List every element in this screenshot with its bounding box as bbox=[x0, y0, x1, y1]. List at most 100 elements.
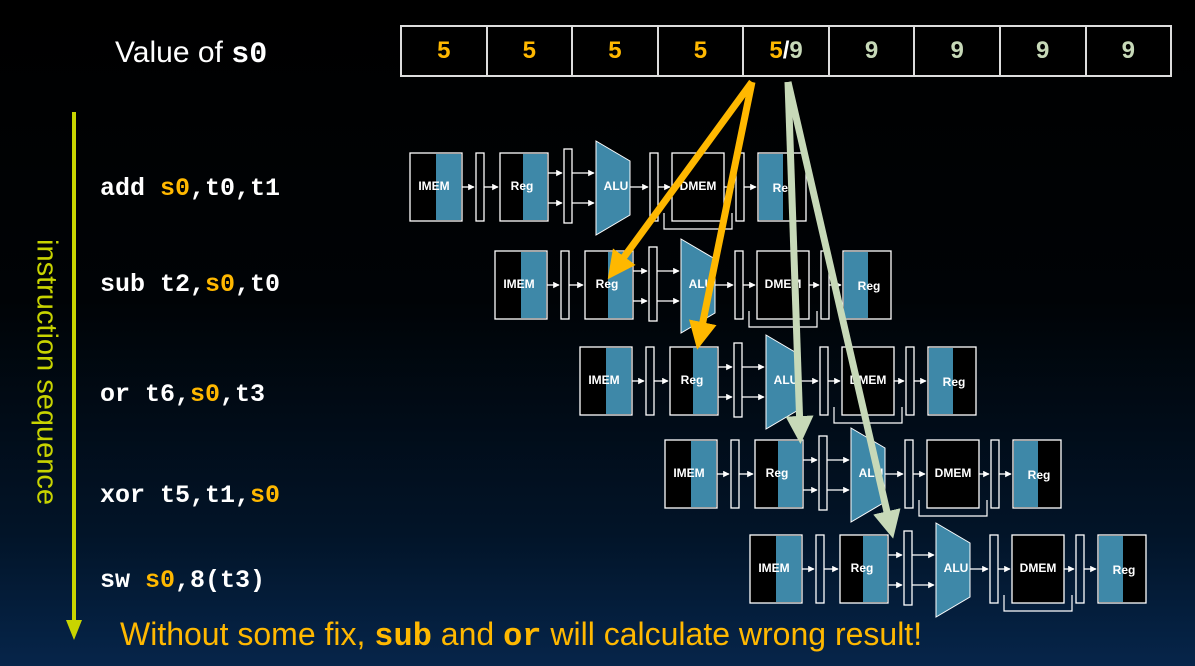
reg-read-label: Reg bbox=[596, 277, 619, 291]
opcode: xor bbox=[100, 481, 161, 510]
value-cell-transition: 5/9 bbox=[744, 27, 830, 75]
value-cell: 5 bbox=[488, 27, 574, 75]
pipeline-row-3: IMEM Reg ALU DMEM Reg bbox=[579, 334, 977, 430]
old-value: 5 bbox=[608, 37, 622, 64]
pipeline-register bbox=[563, 148, 573, 224]
pipeline-register bbox=[734, 250, 744, 320]
new-value: 9 bbox=[1036, 37, 1050, 64]
reg-read-label: Reg bbox=[851, 561, 874, 575]
pipeline-register bbox=[645, 346, 655, 416]
reg-write-label: Reg bbox=[858, 279, 881, 293]
imem-label: IMEM bbox=[758, 561, 789, 575]
warning-pre: Without some fix, bbox=[120, 616, 375, 652]
hazard-arrows bbox=[607, 79, 901, 539]
operand-s0: s0 bbox=[160, 174, 191, 203]
value-slash: / bbox=[782, 37, 790, 64]
pipeline-row-1: IMEM Reg ALU DMEM Reg bbox=[409, 140, 807, 236]
hazard-arrow-sub bbox=[607, 79, 755, 280]
opcode: add bbox=[100, 174, 161, 203]
pipeline-register bbox=[903, 530, 913, 606]
alu-shape bbox=[935, 522, 971, 618]
value-cell: 9 bbox=[1087, 27, 1171, 75]
alu-shape bbox=[595, 140, 631, 236]
opcode: or bbox=[100, 380, 146, 409]
instruction-or: or t6,s0,t3 bbox=[100, 380, 265, 409]
register-label-prefix: Value of bbox=[115, 36, 232, 69]
pipeline-register bbox=[904, 439, 914, 509]
pipeline-register bbox=[815, 534, 825, 604]
alu-label: ALU bbox=[774, 373, 799, 387]
instruction-xor: xor t5,t1,s0 bbox=[100, 481, 280, 510]
sequence-axis-arrow bbox=[66, 112, 82, 640]
value-cell: 9 bbox=[915, 27, 1001, 75]
new-value: 9 bbox=[1121, 37, 1135, 64]
pipeline-register bbox=[648, 246, 658, 322]
reg-read-label: Reg bbox=[511, 179, 534, 193]
register-value-table: 5 5 5 5 5/9 9 9 9 9 bbox=[400, 25, 1172, 77]
reg-read-label: Reg bbox=[766, 466, 789, 480]
opcode: sub bbox=[100, 270, 161, 299]
operands: ,t3 bbox=[220, 380, 266, 409]
new-value: 9 bbox=[950, 37, 964, 64]
reg-write-label: Reg bbox=[1113, 563, 1136, 577]
reg-write-label: Reg bbox=[943, 375, 966, 389]
warning-keyword-or: or bbox=[503, 618, 542, 655]
operand-s0: s0 bbox=[145, 566, 176, 595]
operands: ,t0 bbox=[235, 270, 281, 299]
operands: t2, bbox=[160, 270, 206, 299]
old-value: 5 bbox=[693, 37, 708, 64]
value-cell: 9 bbox=[1001, 27, 1087, 75]
register-label: Value of s0 bbox=[115, 36, 267, 72]
forward-arrow-xor bbox=[784, 81, 814, 444]
pipeline-register bbox=[560, 250, 570, 320]
pipeline-register bbox=[730, 439, 740, 509]
pipeline-register bbox=[733, 342, 743, 418]
warning-post: will calculate wrong result! bbox=[541, 616, 923, 652]
dmem-label: DMEM bbox=[680, 179, 717, 193]
dmem-label: DMEM bbox=[1020, 561, 1057, 575]
opcode: sw bbox=[100, 566, 146, 595]
operand-s0: s0 bbox=[205, 270, 236, 299]
instruction-add: add s0,t0,t1 bbox=[100, 174, 280, 203]
old-value: 5 bbox=[769, 37, 783, 64]
alu-label: ALU bbox=[944, 561, 969, 575]
pipeline-register bbox=[990, 439, 1000, 509]
warning-message: Without some fix, sub and or will calcul… bbox=[120, 616, 922, 655]
pipeline-register bbox=[1075, 534, 1085, 604]
old-value: 5 bbox=[437, 37, 451, 64]
pipeline-row-4: IMEM Reg ALU DMEM Reg bbox=[664, 427, 1062, 523]
dmem-label: DMEM bbox=[935, 466, 972, 480]
instruction-sw: sw s0,8(t3) bbox=[100, 566, 265, 595]
imem-label: IMEM bbox=[673, 466, 704, 480]
pipeline-register bbox=[475, 152, 485, 222]
hazard-arrow-or bbox=[689, 81, 756, 350]
operands: ,t0,t1 bbox=[190, 174, 281, 203]
imem-label: IMEM bbox=[503, 277, 534, 291]
operands: t6, bbox=[145, 380, 191, 409]
dmem-box bbox=[1011, 534, 1065, 604]
value-cell: 5 bbox=[402, 27, 488, 75]
warning-mid: and bbox=[431, 616, 504, 652]
reg-write-label: Reg bbox=[1028, 468, 1051, 482]
pipeline-register bbox=[818, 435, 828, 511]
new-value: 9 bbox=[789, 37, 803, 64]
value-cell: 5 bbox=[573, 27, 659, 75]
new-value: 9 bbox=[864, 37, 879, 64]
forward-arrow-sw bbox=[784, 81, 901, 539]
dmem-box bbox=[926, 439, 980, 509]
pipeline-register bbox=[989, 534, 999, 604]
operand-s0: s0 bbox=[250, 481, 281, 510]
pipeline-register bbox=[819, 346, 829, 416]
value-cell: 5 bbox=[659, 27, 745, 75]
imem-label: IMEM bbox=[588, 373, 619, 387]
alu-label: ALU bbox=[604, 179, 629, 193]
instruction-sub: sub t2,s0,t0 bbox=[100, 270, 280, 299]
operands: t5,t1, bbox=[160, 481, 251, 510]
pipeline-row-5: IMEM Reg ALU DMEM Reg bbox=[749, 522, 1147, 618]
warning-keyword-sub: sub bbox=[374, 618, 432, 655]
operands: ,8(t3) bbox=[175, 566, 266, 595]
old-value: 5 bbox=[522, 37, 537, 64]
imem-label: IMEM bbox=[418, 179, 449, 193]
operand-s0: s0 bbox=[190, 380, 221, 409]
